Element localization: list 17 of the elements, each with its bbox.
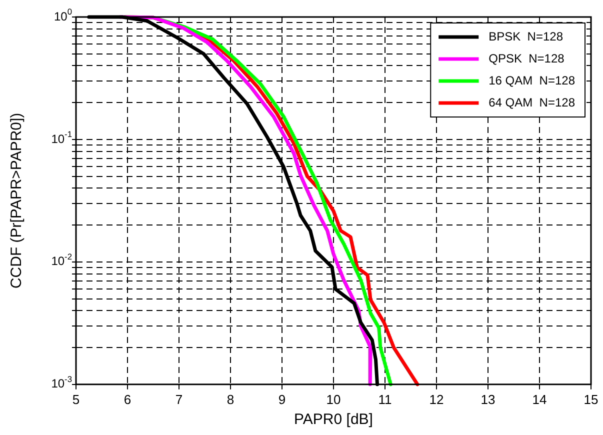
x-tick-label: 15 xyxy=(584,392,598,407)
y-axis-title: CCDF (Pr[PAPR>PAPR0]) xyxy=(8,112,26,289)
x-axis-title: PAPR0 [dB] xyxy=(294,411,373,428)
legend-label: 64 QAM N=128 xyxy=(488,95,576,110)
x-tick-label: 8 xyxy=(226,392,234,407)
x-tick-label: 14 xyxy=(532,392,547,407)
x-tick-label: 5 xyxy=(72,392,80,407)
x-tick-label: 12 xyxy=(429,392,444,407)
x-tick-label: 7 xyxy=(175,392,183,407)
x-tick-label: 11 xyxy=(378,392,392,407)
legend-label: BPSK N=128 xyxy=(488,29,564,44)
x-tick-label: 9 xyxy=(278,392,286,407)
legend-label: QPSK N=128 xyxy=(488,51,565,66)
x-tick-label: 10 xyxy=(326,392,341,407)
x-tick-label: 6 xyxy=(124,392,132,407)
legend-label: 16 QAM N=128 xyxy=(488,73,576,88)
x-tick-label: 13 xyxy=(480,392,496,407)
